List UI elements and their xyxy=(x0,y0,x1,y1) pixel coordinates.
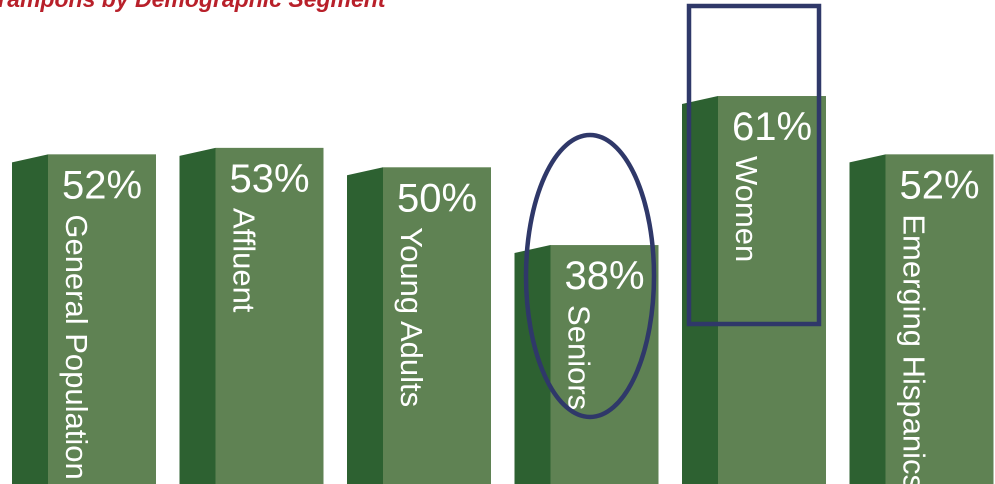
bar-front-women xyxy=(718,96,826,484)
bar-front-emerging-hispanics xyxy=(885,154,994,484)
bar-emerging-hispanics: 52% Emerging Hispanics xyxy=(849,154,994,484)
bar-young-adults: 50% Young Adults xyxy=(347,167,491,484)
category-label-general-population: General Population xyxy=(59,214,94,479)
data-label-women: 61% xyxy=(732,105,812,149)
category-label-emerging-hispanics: Emerging Hispanics xyxy=(897,214,932,484)
data-label-affluent: 53% xyxy=(229,157,309,201)
bar-side-general-population xyxy=(12,154,48,484)
bar-seniors: 38% Seniors xyxy=(514,245,659,484)
bar-side-affluent xyxy=(179,147,216,484)
category-label-young-adults: Young Adults xyxy=(394,227,429,407)
category-label-women: Women xyxy=(729,156,764,262)
data-label-seniors: 38% xyxy=(564,254,644,298)
annotations-group xyxy=(523,3,822,420)
bar-side-seniors xyxy=(514,245,551,484)
annotation-rect-women xyxy=(686,3,822,327)
bar-front-young-adults xyxy=(383,167,491,484)
bars-group: 52% General Population 53% Affluent 50% Young… xyxy=(12,96,994,484)
data-label-emerging-hispanics: 52% xyxy=(899,163,979,207)
annotation-ellipse-seniors xyxy=(523,132,657,420)
bar-general-population: 52% General Population xyxy=(12,154,156,484)
bar-side-emerging-hispanics xyxy=(849,154,886,484)
category-label-affluent: Affluent xyxy=(227,208,262,313)
bar-front-general-population xyxy=(48,154,156,484)
bar-side-young-adults xyxy=(347,167,383,484)
chart-title: Tampons by Demographic Segment xyxy=(0,0,386,13)
data-label-general-population: 52% xyxy=(62,163,142,207)
bar-women: 61% Women xyxy=(682,96,826,484)
bar-front-affluent xyxy=(215,147,324,484)
data-label-young-adults: 50% xyxy=(397,176,477,220)
bar-affluent: 53% Affluent xyxy=(179,147,324,484)
category-label-seniors: Seniors xyxy=(562,305,597,410)
